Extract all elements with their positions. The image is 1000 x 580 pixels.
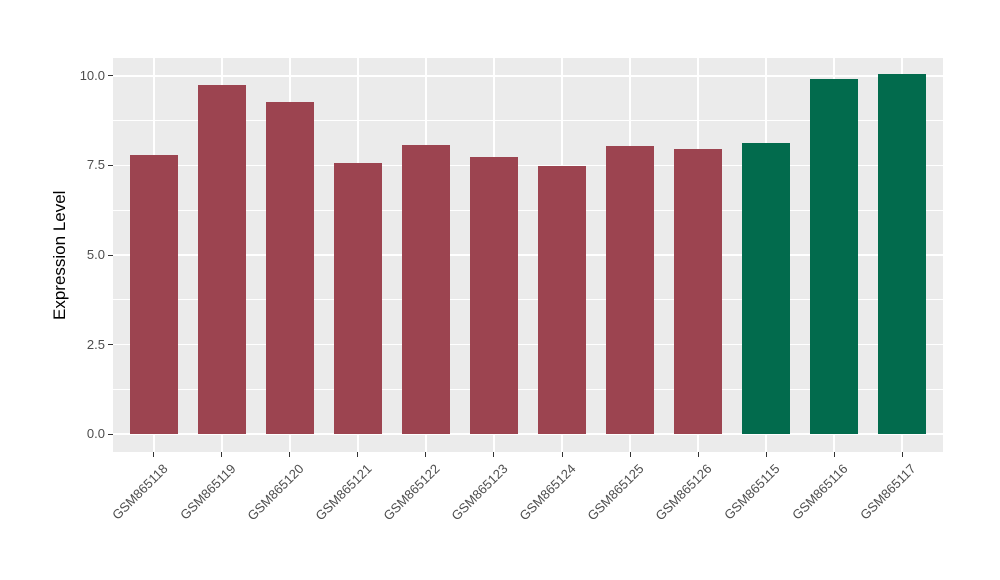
- bar-GSM865125: [606, 145, 654, 435]
- y-tick-label: 2.5: [86, 336, 105, 352]
- x-axis-tick: [221, 452, 223, 457]
- x-axis-tick: [493, 452, 495, 457]
- x-tick-label-GSM865124: GSM865124: [516, 461, 579, 524]
- gridline-minor-horizontal: [113, 299, 943, 301]
- y-tick-label: 0.0: [86, 426, 105, 442]
- plot-panel: [113, 58, 943, 452]
- x-tick-label-GSM865122: GSM865122: [380, 461, 443, 524]
- x-axis-tick: [697, 452, 699, 457]
- x-axis-tick: [561, 452, 563, 457]
- x-tick-label-GSM865119: GSM865119: [176, 461, 239, 523]
- x-axis-tick: [425, 452, 427, 457]
- y-tick-label: 7.5: [86, 157, 105, 173]
- x-tick-label-GSM865118: GSM865118: [108, 461, 171, 523]
- gridline-major-horizontal: [113, 433, 943, 435]
- x-tick-label-GSM865126: GSM865126: [652, 461, 715, 524]
- x-tick-label-GSM865123: GSM865123: [448, 461, 511, 524]
- x-axis-tick: [901, 452, 903, 457]
- gridline-minor-horizontal: [113, 388, 943, 390]
- gridline-major-horizontal: [113, 254, 943, 256]
- bar-GSM865121: [334, 162, 382, 435]
- x-axis-tick: [629, 452, 631, 457]
- y-axis-tick: [108, 164, 113, 166]
- x-tick-label-GSM865120: GSM865120: [244, 461, 307, 524]
- y-tick-label: 5.0: [86, 247, 105, 262]
- x-axis-tick: [289, 452, 291, 457]
- y-axis-tick: [108, 433, 113, 435]
- y-axis-tick: [108, 344, 113, 346]
- x-tick-label-GSM865115: GSM865115: [721, 461, 783, 523]
- bar-GSM865123: [470, 156, 518, 435]
- gridline-major-horizontal: [113, 343, 943, 346]
- bar-GSM865118: [130, 155, 178, 435]
- x-axis-tick: [357, 452, 359, 457]
- bar-GSM865119: [198, 85, 246, 435]
- x-tick-label-GSM865117: GSM865117: [857, 461, 919, 523]
- x-tick-label-GSM865125: GSM865125: [584, 461, 647, 524]
- bar-GSM865120: [266, 101, 314, 435]
- y-axis-tick: [108, 75, 113, 77]
- y-tick-label: 10.0: [79, 67, 105, 83]
- gridline-major-horizontal: [113, 164, 943, 167]
- x-tick-label-GSM865121: GSM865121: [312, 461, 375, 524]
- x-axis-tick: [833, 452, 835, 457]
- bar-GSM865122: [402, 145, 450, 435]
- gridline-minor-horizontal: [113, 209, 943, 211]
- x-tick-label-GSM865116: GSM865116: [789, 461, 851, 523]
- bar-GSM865116: [810, 79, 858, 435]
- x-axis-tick: [765, 452, 767, 457]
- gridline-major-horizontal: [113, 75, 943, 77]
- bar-GSM865124: [538, 166, 586, 435]
- x-axis-tick: [153, 452, 155, 457]
- bar-GSM865115: [742, 142, 790, 435]
- bar-GSM865126: [674, 149, 722, 435]
- bar-GSM865117: [878, 74, 926, 435]
- y-axis-tick: [108, 254, 113, 256]
- gridline-minor-horizontal: [113, 120, 943, 122]
